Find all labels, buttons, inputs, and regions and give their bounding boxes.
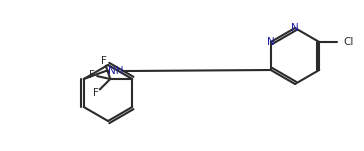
Text: F: F bbox=[101, 56, 107, 66]
Text: N: N bbox=[267, 37, 274, 47]
Text: NH: NH bbox=[108, 66, 123, 76]
Text: F: F bbox=[93, 88, 99, 98]
Text: Cl: Cl bbox=[343, 37, 353, 47]
Text: N: N bbox=[291, 23, 299, 33]
Text: F: F bbox=[89, 70, 95, 80]
